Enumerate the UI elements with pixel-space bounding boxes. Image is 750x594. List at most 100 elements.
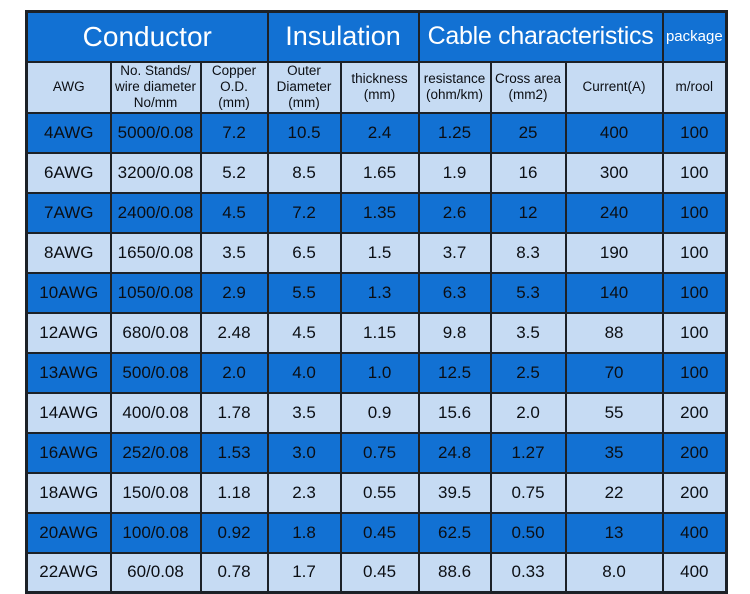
table-row-18awg: 18AWG 150/0.08 1.18 2.3 0.55 39.5 0.75 22 200 (25, 471, 728, 514)
cell-resistance: 15.6 (417, 391, 492, 434)
group-header-package: package (661, 10, 728, 63)
cell-copper-od: 7.2 (199, 111, 269, 154)
cell-awg: 12AWG (25, 311, 112, 354)
cell-resistance: 3.7 (417, 231, 492, 274)
table-row-20awg: 20AWG 100/0.08 0.92 1.8 0.45 62.5 0.50 13 400 (25, 511, 728, 554)
cell-m-rool: 100 (661, 151, 728, 194)
cell-current: 140 (564, 271, 664, 314)
cell-resistance: 2.6 (417, 191, 492, 234)
cell-copper-od: 4.5 (199, 191, 269, 234)
cell-outer-diameter: 1.7 (266, 551, 342, 594)
cell-m-rool: 100 (661, 271, 728, 314)
cell-cross-area: 0.75 (489, 471, 567, 514)
cell-current: 35 (564, 431, 664, 474)
cell-resistance: 1.9 (417, 151, 492, 194)
cell-thickness: 0.9 (339, 391, 420, 434)
cell-outer-diameter: 4.5 (266, 311, 342, 354)
cell-copper-od: 1.18 (199, 471, 269, 514)
table-row-6awg: 6AWG 3200/0.08 5.2 8.5 1.65 1.9 16 300 100 (25, 151, 728, 194)
cell-outer-diameter: 1.8 (266, 511, 342, 554)
cell-awg: 4AWG (25, 111, 112, 154)
column-header-copper-od: Copper O.D. (mm) (199, 60, 269, 114)
cell-cross-area: 1.27 (489, 431, 567, 474)
cell-awg: 8AWG (25, 231, 112, 274)
cell-copper-od: 1.78 (199, 391, 269, 434)
cell-m-rool: 200 (661, 471, 728, 514)
cell-awg: 13AWG (25, 351, 112, 394)
cell-thickness: 1.5 (339, 231, 420, 274)
cell-current: 190 (564, 231, 664, 274)
cell-cross-area: 25 (489, 111, 567, 154)
table-row-7awg: 7AWG 2400/0.08 4.5 7.2 1.35 2.6 12 240 100 (25, 191, 728, 234)
cell-m-rool: 200 (661, 431, 728, 474)
column-header-cross-area: Cross area (mm2) (489, 60, 567, 114)
cell-cross-area: 0.33 (489, 551, 567, 594)
cell-stands-wire-diameter: 100/0.08 (109, 511, 202, 554)
cell-m-rool: 400 (661, 511, 728, 554)
cell-outer-diameter: 3.0 (266, 431, 342, 474)
cell-cross-area: 8.3 (489, 231, 567, 274)
cell-outer-diameter: 8.5 (266, 151, 342, 194)
cell-awg: 14AWG (25, 391, 112, 434)
column-header-row: AWG No. Stands/ wire diameter No/mm Copper… (25, 60, 728, 114)
table-body: 4AWG 5000/0.08 7.2 10.5 2.4 1.25 25 400 100 6AWG 3… (25, 111, 728, 594)
cell-stands-wire-diameter: 2400/0.08 (109, 191, 202, 234)
cell-awg: 20AWG (25, 511, 112, 554)
cell-m-rool: 100 (661, 191, 728, 234)
cell-resistance: 39.5 (417, 471, 492, 514)
cell-current: 240 (564, 191, 664, 234)
cell-thickness: 1.65 (339, 151, 420, 194)
cell-awg: 7AWG (25, 191, 112, 234)
cell-thickness: 0.45 (339, 511, 420, 554)
cell-current: 400 (564, 111, 664, 154)
table-row-16awg: 16AWG 252/0.08 1.53 3.0 0.75 24.8 1.27 35 200 (25, 431, 728, 474)
cell-current: 70 (564, 351, 664, 394)
cell-thickness: 1.15 (339, 311, 420, 354)
cell-thickness: 0.55 (339, 471, 420, 514)
cell-resistance: 88.6 (417, 551, 492, 594)
cell-resistance: 62.5 (417, 511, 492, 554)
cell-stands-wire-diameter: 680/0.08 (109, 311, 202, 354)
cell-thickness: 1.0 (339, 351, 420, 394)
cell-outer-diameter: 6.5 (266, 231, 342, 274)
cell-outer-diameter: 7.2 (266, 191, 342, 234)
column-header-outer-diameter: Outer Diameter (mm) (266, 60, 342, 114)
cell-outer-diameter: 3.5 (266, 391, 342, 434)
cell-m-rool: 100 (661, 351, 728, 394)
cell-copper-od: 2.48 (199, 311, 269, 354)
group-header-conductor: Conductor (25, 10, 269, 63)
cell-thickness: 0.45 (339, 551, 420, 594)
cell-outer-diameter: 4.0 (266, 351, 342, 394)
cell-copper-od: 5.2 (199, 151, 269, 194)
group-header-cable-characteristics: Cable characteristics (417, 10, 664, 63)
cell-resistance: 1.25 (417, 111, 492, 154)
cell-awg: 22AWG (25, 551, 112, 594)
cell-copper-od: 1.53 (199, 431, 269, 474)
cell-awg: 6AWG (25, 151, 112, 194)
cell-current: 13 (564, 511, 664, 554)
cell-stands-wire-diameter: 3200/0.08 (109, 151, 202, 194)
cell-cross-area: 16 (489, 151, 567, 194)
cell-outer-diameter: 2.3 (266, 471, 342, 514)
group-header-insulation: Insulation (266, 10, 420, 63)
cell-stands-wire-diameter: 60/0.08 (109, 551, 202, 594)
cell-stands-wire-diameter: 252/0.08 (109, 431, 202, 474)
table-row-4awg: 4AWG 5000/0.08 7.2 10.5 2.4 1.25 25 400 100 (25, 111, 728, 154)
group-header-row: Conductor Insulation Cable characteristics… (25, 10, 728, 63)
cell-stands-wire-diameter: 500/0.08 (109, 351, 202, 394)
cell-resistance: 12.5 (417, 351, 492, 394)
cell-stands-wire-diameter: 5000/0.08 (109, 111, 202, 154)
cell-copper-od: 0.78 (199, 551, 269, 594)
column-header-m-rool: m/rool (661, 60, 728, 114)
column-header-current: Current(A) (564, 60, 664, 114)
cell-awg: 16AWG (25, 431, 112, 474)
cell-thickness: 0.75 (339, 431, 420, 474)
table-header: Conductor Insulation Cable characteristics… (25, 10, 728, 114)
cell-stands-wire-diameter: 400/0.08 (109, 391, 202, 434)
table-row-12awg: 12AWG 680/0.08 2.48 4.5 1.15 9.8 3.5 88 100 (25, 311, 728, 354)
table-row-13awg: 13AWG 500/0.08 2.0 4.0 1.0 12.5 2.5 70 100 (25, 351, 728, 394)
column-header-stands-wire-diameter: No. Stands/ wire diameter No/mm (109, 60, 202, 114)
cable-spec-table: Conductor Insulation Cable characteristics… (25, 10, 729, 594)
cell-outer-diameter: 5.5 (266, 271, 342, 314)
